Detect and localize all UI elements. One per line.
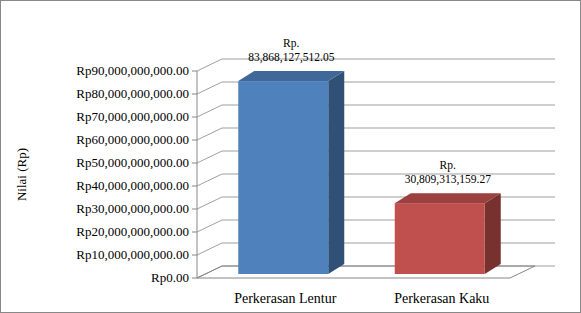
data-label-line: Rp.: [440, 159, 456, 172]
labels: Rp.83,868,127,512.05Rp.30,809,313,159.27: [248, 37, 491, 186]
bar-top: [238, 71, 344, 81]
tick-label: Rp20,000,000,000.00: [76, 224, 189, 239]
tick-mark: [192, 71, 197, 72]
bar: [395, 193, 501, 274]
tick-label: Rp0.00: [151, 270, 189, 285]
tick-mark: [192, 278, 197, 279]
bar-side: [328, 71, 344, 274]
data-label: Rp.30,809,313,159.27: [405, 159, 492, 186]
tick-mark: [192, 209, 197, 210]
category-label: Perkerasan Lentur: [234, 291, 337, 306]
chart: Rp0.00 Rp10,000,000,000.00 Rp20,000,000,00…: [0, 0, 581, 313]
axis-line: [197, 71, 198, 278]
tick-mark: [192, 117, 197, 118]
chart-frame: [1, 1, 581, 313]
tick-label: Rp40,000,000,000.00: [76, 178, 189, 193]
bar-side: [485, 193, 501, 274]
tick-mark: [192, 163, 197, 164]
bar-top: [395, 193, 501, 203]
bar-front: [238, 81, 328, 274]
axis-title: Nilai (Rp): [14, 148, 29, 201]
category-label: Perkerasan Kaku: [394, 291, 489, 306]
tick-label: Rp50,000,000,000.00: [76, 155, 189, 170]
tick-label: Rp10,000,000,000.00: [76, 247, 189, 262]
tick-label: Rp70,000,000,000.00: [76, 109, 189, 124]
data-label: Rp.83,868,127,512.05: [248, 37, 335, 64]
data-label-line: 83,868,127,512.05: [248, 51, 335, 64]
data-label-line: Rp.: [283, 37, 299, 50]
tick-mark: [192, 255, 197, 256]
tick-mark: [192, 232, 197, 233]
bars: [238, 71, 501, 274]
tick-mark: [192, 140, 197, 141]
tick-label: Rp30,000,000,000.00: [76, 201, 189, 216]
tick-label: Rp90,000,000,000.00: [76, 63, 189, 78]
tick-mark: [192, 94, 197, 95]
bar-front: [395, 203, 485, 274]
bar: [238, 71, 344, 274]
tick-label: Rp80,000,000,000.00: [76, 86, 189, 101]
tick-label: Rp60,000,000,000.00: [76, 132, 189, 147]
tick-mark: [192, 186, 197, 187]
data-label-line: 30,809,313,159.27: [405, 173, 492, 186]
